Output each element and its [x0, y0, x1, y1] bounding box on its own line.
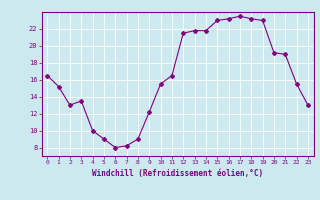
X-axis label: Windchill (Refroidissement éolien,°C): Windchill (Refroidissement éolien,°C) — [92, 169, 263, 178]
